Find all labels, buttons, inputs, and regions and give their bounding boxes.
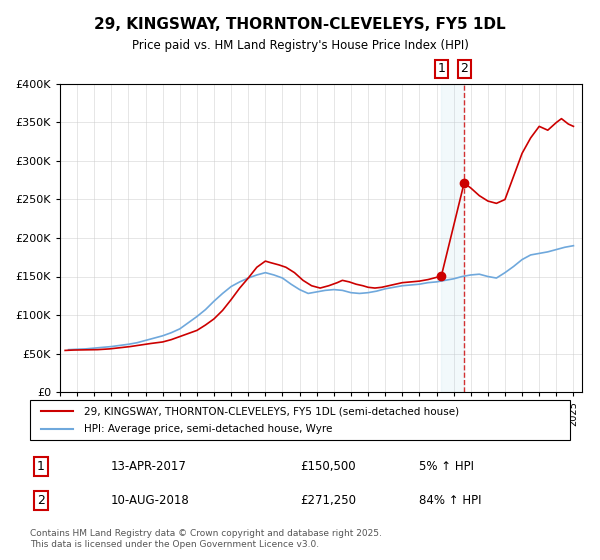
Text: £271,250: £271,250 — [300, 494, 356, 507]
Text: 2: 2 — [460, 62, 468, 75]
Text: HPI: Average price, semi-detached house, Wyre: HPI: Average price, semi-detached house,… — [84, 423, 332, 433]
Bar — [442, 84, 464, 392]
Text: 13-APR-2017: 13-APR-2017 — [111, 460, 187, 473]
Text: 5% ↑ HPI: 5% ↑ HPI — [419, 460, 474, 473]
Text: Price paid vs. HM Land Registry's House Price Index (HPI): Price paid vs. HM Land Registry's House … — [131, 39, 469, 52]
Text: 29, KINGSWAY, THORNTON-CLEVELEYS, FY5 1DL: 29, KINGSWAY, THORNTON-CLEVELEYS, FY5 1D… — [94, 17, 506, 32]
Text: 2: 2 — [37, 494, 45, 507]
Text: 29, KINGSWAY, THORNTON-CLEVELEYS, FY5 1DL (semi-detached house): 29, KINGSWAY, THORNTON-CLEVELEYS, FY5 1D… — [84, 407, 459, 417]
Text: Contains HM Land Registry data © Crown copyright and database right 2025.
This d: Contains HM Land Registry data © Crown c… — [30, 529, 382, 549]
Text: £150,500: £150,500 — [300, 460, 356, 473]
Text: 1: 1 — [37, 460, 45, 473]
FancyBboxPatch shape — [30, 400, 570, 440]
Text: 84% ↑ HPI: 84% ↑ HPI — [419, 494, 481, 507]
Text: 10-AUG-2018: 10-AUG-2018 — [111, 494, 190, 507]
Text: 1: 1 — [437, 62, 445, 75]
